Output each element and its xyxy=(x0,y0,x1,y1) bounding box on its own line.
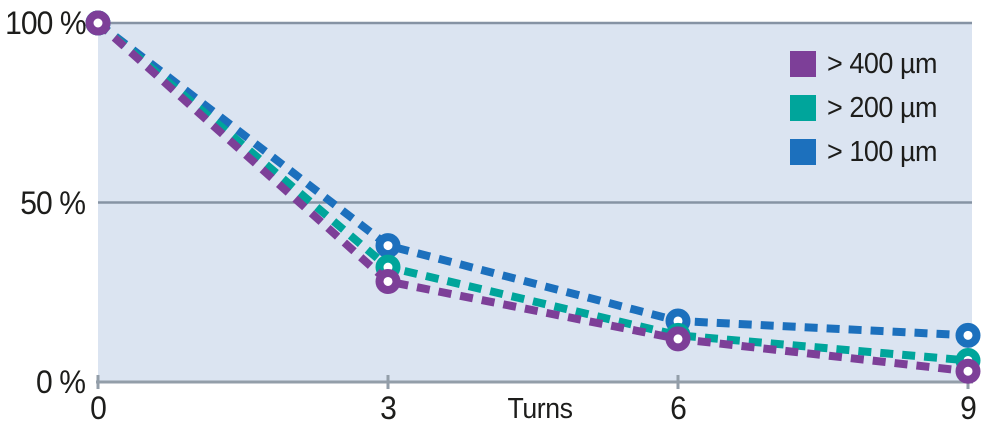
legend-item-200um: > 200 µm xyxy=(790,92,945,124)
legend-item-400um: > 400 µm xyxy=(790,48,945,80)
data-point-marker xyxy=(85,10,111,36)
x-tick-label-6: 6 xyxy=(670,390,687,426)
x-tick-label-3: 3 xyxy=(380,390,397,426)
legend-label: > 100 µm xyxy=(827,136,938,168)
x-axis-title: Turns xyxy=(507,393,573,425)
y-tick-label-50: 50 % xyxy=(20,185,86,221)
legend-label: > 400 µm xyxy=(827,48,938,80)
data-point-marker xyxy=(955,322,981,348)
legend-item-100um: > 100 µm xyxy=(790,136,945,168)
legend-swatch-icon xyxy=(790,139,816,165)
data-point-marker xyxy=(375,233,401,259)
series-line-1 xyxy=(95,19,969,365)
series-line-2 xyxy=(95,19,969,340)
y-tick-label-100: 100 % xyxy=(5,5,87,41)
series-line-0 xyxy=(95,20,969,376)
data-point-marker xyxy=(375,268,401,294)
data-point-marker xyxy=(955,358,981,384)
data-point-marker xyxy=(665,326,691,352)
legend-label: > 200 µm xyxy=(827,92,938,124)
x-tick-label-9: 9 xyxy=(960,390,977,426)
chart-legend: > 400 µm > 200 µm > 100 µm xyxy=(790,48,945,183)
y-tick-label-0: 0 % xyxy=(35,364,86,400)
legend-swatch-icon xyxy=(790,95,816,121)
x-tick-label-0: 0 xyxy=(90,390,107,426)
legend-swatch-icon xyxy=(790,51,816,77)
